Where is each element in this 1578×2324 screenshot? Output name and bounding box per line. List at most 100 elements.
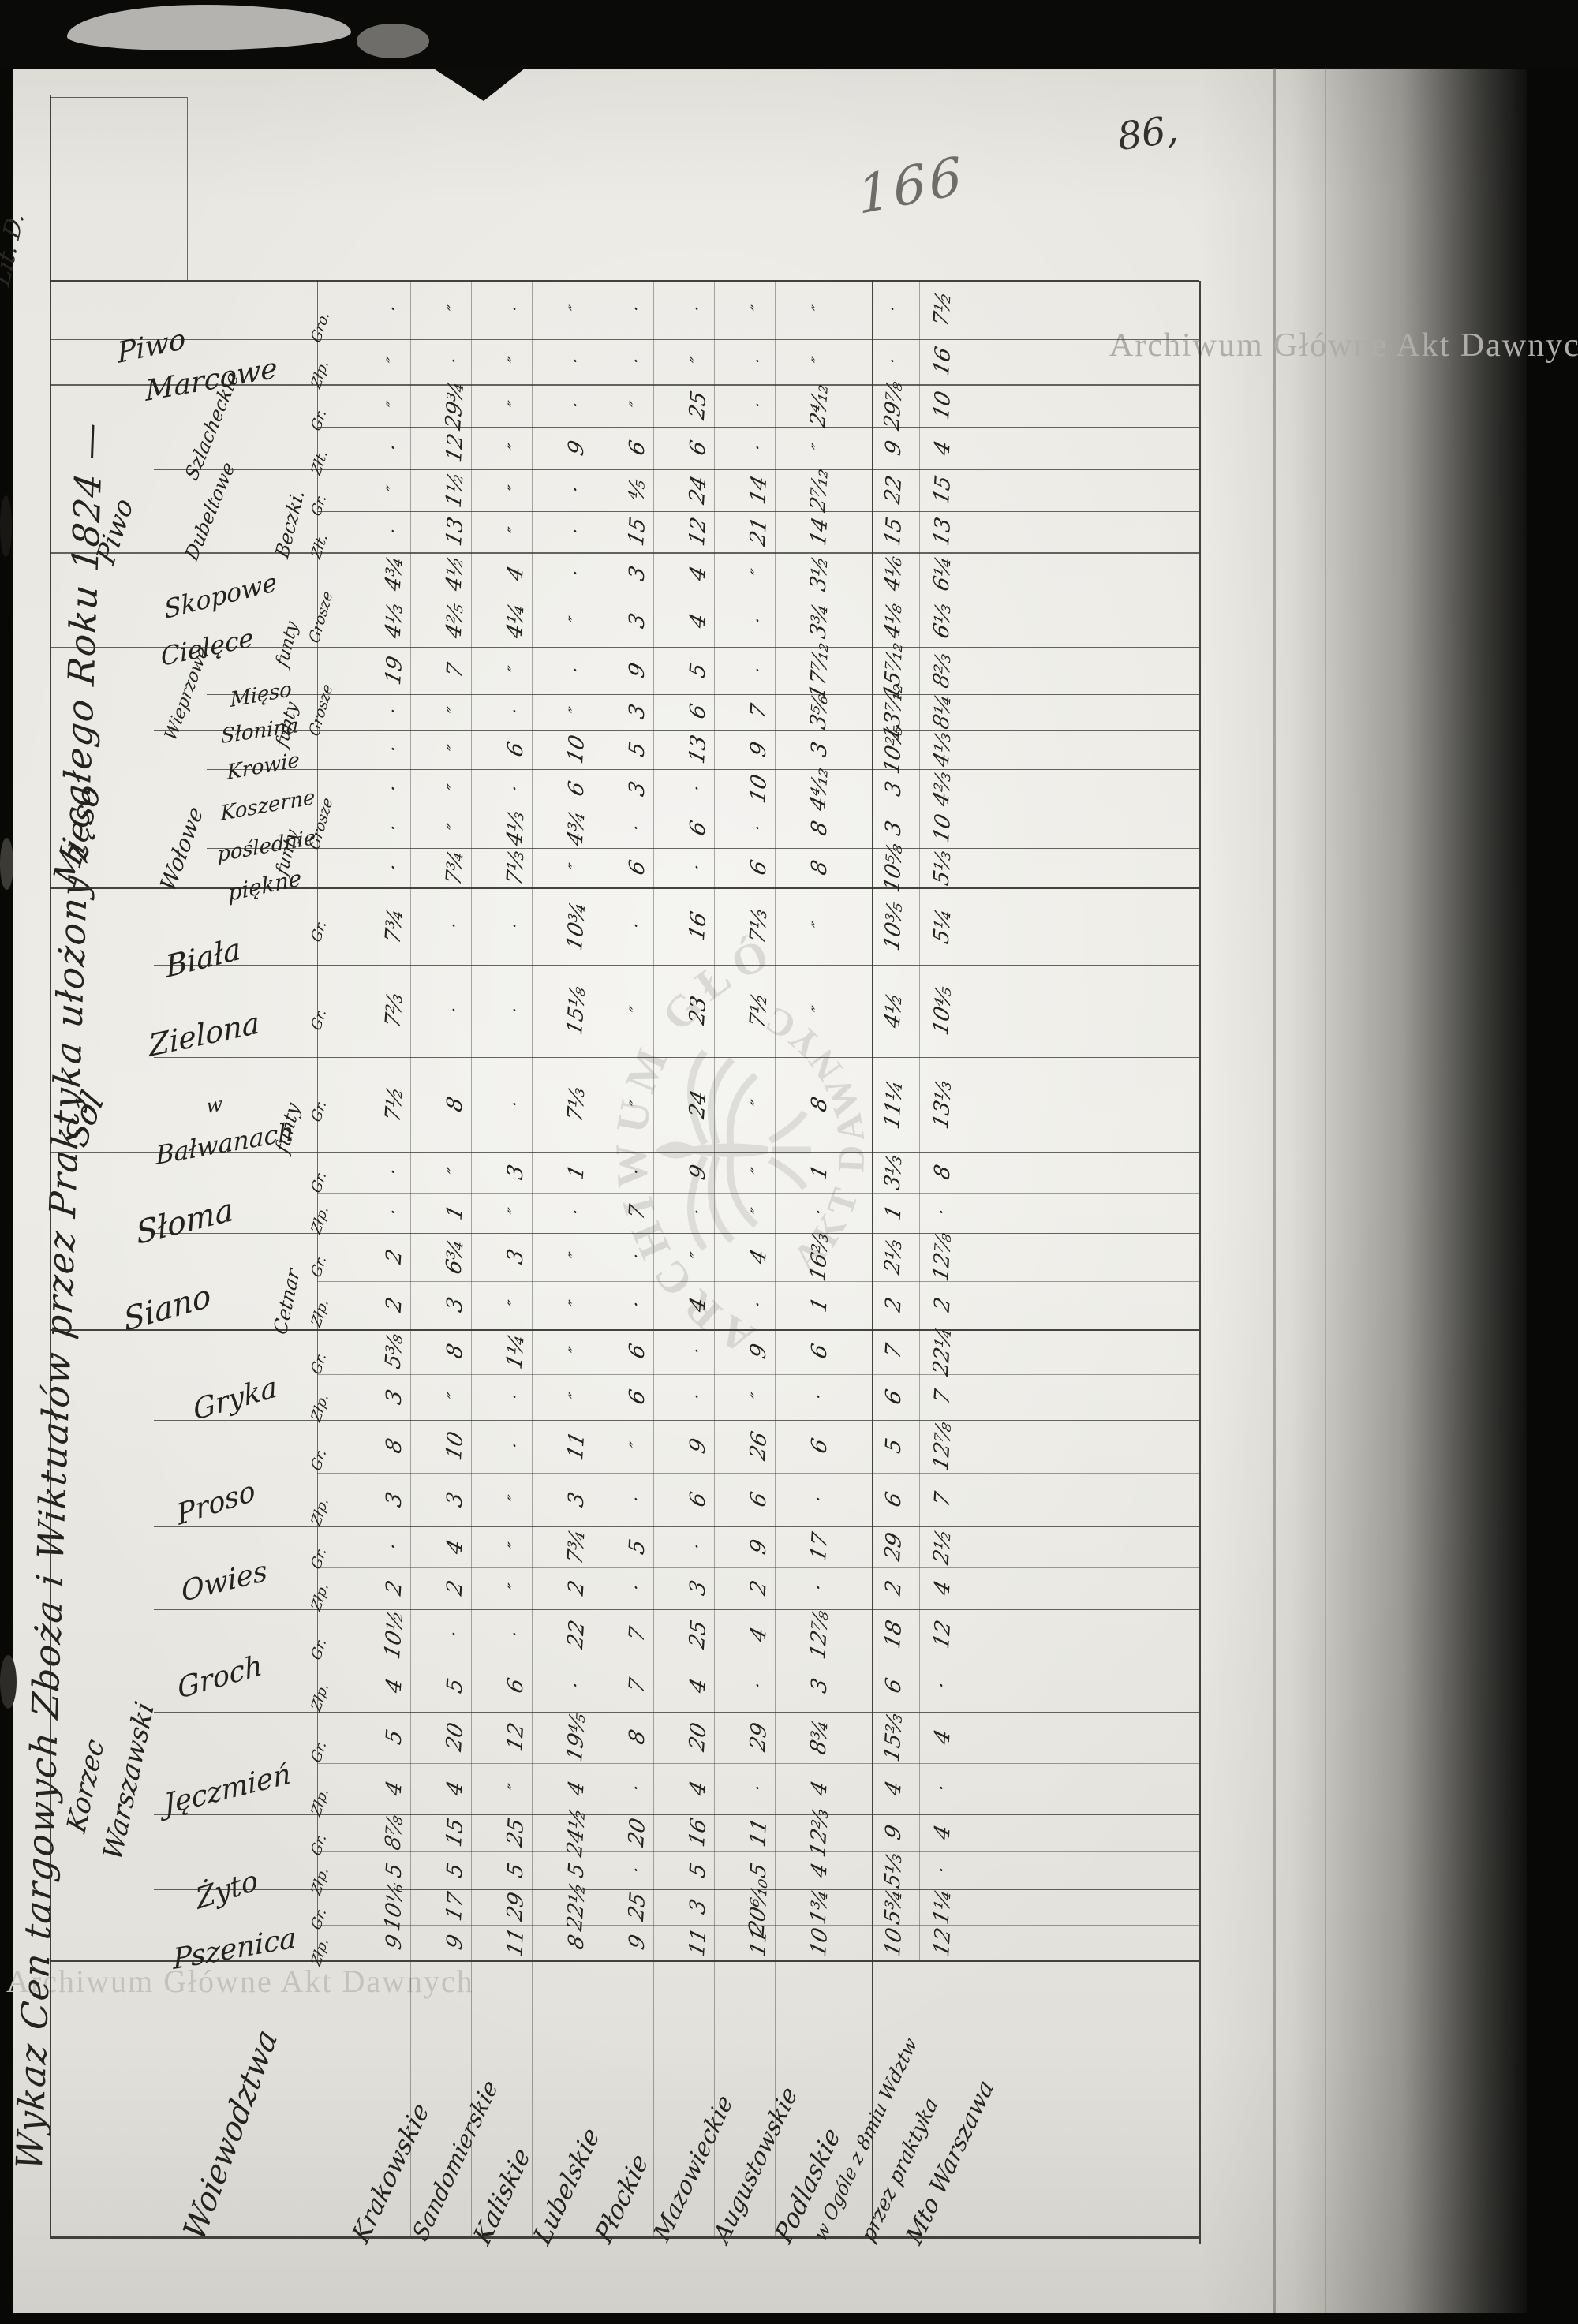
cell-value: 4 (929, 437, 955, 458)
cell-value: ″ (748, 303, 768, 316)
cell-value: 22 (881, 473, 907, 507)
cell-value: · (505, 1004, 525, 1016)
cell-value: 4¾ (380, 552, 408, 594)
cell-value: ″ (566, 303, 586, 316)
cell-value: 26 (746, 1429, 772, 1463)
cell-value: 8 (442, 1093, 468, 1115)
grid-line-horizontal (154, 1057, 1199, 1058)
cell-value: · (883, 303, 903, 315)
cell-value: 12 (442, 431, 469, 465)
cell-value: 1 (442, 1201, 468, 1223)
cell-value: 6 (624, 437, 650, 458)
cell-value: · (566, 664, 586, 676)
product-label: Owies (179, 1554, 269, 1609)
cell-value: 4 (685, 1294, 711, 1315)
grid-line-vertical (775, 280, 776, 2236)
cell-value: · (383, 705, 404, 717)
cell-value: · (748, 664, 768, 676)
cell-value: 29 (503, 1889, 529, 1924)
cell-value: · (566, 1679, 586, 1691)
cell-value: 3 (881, 778, 907, 799)
cell-value: 3¾ (806, 600, 833, 641)
cell-value: · (687, 1206, 708, 1218)
group-label: Korzec (61, 1735, 111, 1837)
cell-value: · (932, 1782, 952, 1794)
cell-value: · (748, 1679, 768, 1691)
unit-label: Złp. (308, 1679, 332, 1714)
grid-line-horizontal (317, 1193, 1199, 1194)
cell-value: · (748, 355, 768, 367)
product-label: Krowie (226, 748, 301, 786)
grid-line-horizontal (154, 1609, 1199, 1610)
cell-value: 5 (624, 1536, 650, 1557)
cell-value: 4⅓ (929, 728, 956, 770)
unit-label: funty (271, 1099, 305, 1156)
product-label: Jęczmień (162, 1757, 293, 1822)
cell-value: · (383, 303, 404, 315)
cell-value: 12 (685, 514, 712, 549)
cell-value: ″ (748, 1206, 768, 1219)
cell-value: 5⅜ (380, 1330, 408, 1372)
cell-value: 2 (442, 1577, 468, 1598)
cell-value: 4⅓ (380, 600, 408, 641)
cell-value: 11 (685, 1925, 712, 1960)
unit-label: Złp. (308, 1934, 332, 1969)
cell-value: 4 (685, 1777, 711, 1799)
cell-value: 9 (685, 1161, 711, 1183)
cell-value: 1¼ (929, 1885, 956, 1927)
grid-line-horizontal (154, 1889, 1199, 1890)
product-label: Zielona (148, 1004, 261, 1064)
cell-value: 8 (563, 1931, 589, 1952)
cell-value: 22¼ (929, 1324, 957, 1379)
cell-value: 4½ (441, 552, 469, 594)
cell-value: 15⅔ (880, 1709, 908, 1765)
row-label: Płockie (589, 2147, 654, 2249)
cell-value: 6 (685, 437, 711, 458)
cell-value: · (748, 399, 768, 411)
cell-value: 15⅛ (563, 983, 591, 1038)
cell-value: 4⁴⁄₁₂ (806, 764, 833, 814)
cell-value: 2 (746, 1577, 772, 1598)
cell-value: 20 (624, 1815, 651, 1850)
cell-value: 9 (881, 437, 907, 458)
grid-line-horizontal (50, 280, 1199, 282)
cell-value: ″ (809, 303, 829, 316)
group-label: Woiewodztwa (177, 2023, 285, 2247)
unit-label: Złp. (308, 357, 332, 391)
unit-label: Gr. (308, 406, 330, 434)
cell-value: 13 (929, 514, 956, 549)
cell-value: 24 (685, 473, 712, 507)
cell-value: 11¼ (880, 1077, 908, 1132)
cell-value: 10½ (380, 1607, 409, 1662)
cell-value: 1¾ (806, 1885, 833, 1927)
archive-watermark-text: Archiwum Główne Akt Dawnych (6, 1963, 474, 1999)
cell-value: 29¾ (441, 378, 469, 433)
cell-value: ″ (566, 1391, 586, 1403)
cell-value: · (566, 399, 586, 411)
cell-value: ″ (626, 399, 647, 412)
cell-value: 24½ (563, 1805, 591, 1860)
cell-value: · (383, 442, 404, 454)
cell-value: 4 (685, 562, 711, 584)
cell-value: 2 (881, 1294, 907, 1315)
cell-value: 24 (685, 1087, 712, 1122)
cell-value: ″ (383, 399, 404, 412)
cell-value: 17 (442, 1889, 469, 1924)
cell-value: 9 (746, 1340, 772, 1362)
product-label: Piwo (116, 323, 187, 371)
margin-ink-blob (0, 838, 13, 890)
cell-value: 6 (881, 1386, 907, 1407)
unit-label: Gr. (308, 1635, 330, 1663)
cell-value: 3 (806, 738, 832, 760)
cell-value: 8⅞ (380, 1811, 408, 1853)
cell-value: · (505, 1391, 525, 1403)
archive-watermark-text: Archiwum Główne Akt Dawnych (1109, 327, 1578, 364)
cell-value: 6 (806, 1340, 832, 1362)
margin-ink-blob (0, 1655, 17, 1709)
cell-value: · (566, 484, 586, 495)
cell-value: · (566, 567, 586, 579)
cell-value: · (809, 1391, 829, 1403)
cell-value: 5 (442, 1675, 468, 1696)
